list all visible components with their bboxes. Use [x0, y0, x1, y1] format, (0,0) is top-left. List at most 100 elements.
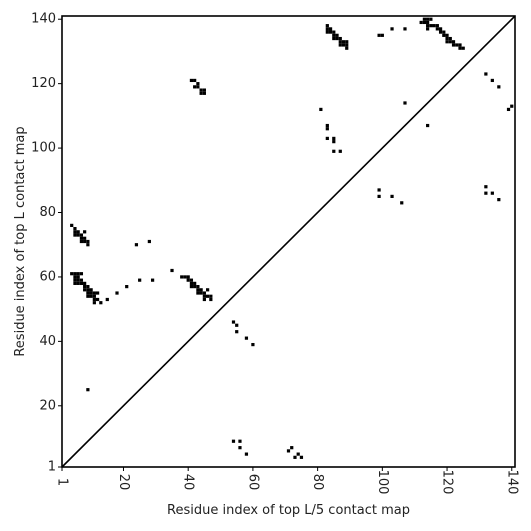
- contact-point-lower: [92, 291, 96, 295]
- x-tick-label: 60: [245, 474, 260, 491]
- contact-point-upper: [193, 78, 197, 83]
- contact-point-lower: [76, 278, 80, 282]
- contact-point-lower: [183, 275, 187, 279]
- contact-point-lower: [206, 294, 210, 298]
- x-tick-label: 140: [504, 470, 519, 495]
- contact-point-upper: [202, 88, 206, 92]
- contact-point-lower: [86, 285, 90, 289]
- contact-point-lower: [332, 149, 336, 153]
- contact-point-upper: [426, 20, 430, 25]
- contact-point-upper: [426, 24, 430, 28]
- contact-point-lower: [251, 342, 255, 347]
- contact-point-upper: [338, 43, 342, 47]
- contact-point-lower: [115, 291, 119, 295]
- contact-point-upper: [332, 33, 336, 37]
- contact-point-lower: [76, 272, 80, 276]
- contact-point-lower: [83, 281, 87, 285]
- contact-point-lower: [134, 243, 139, 247]
- contact-point-lower: [95, 297, 100, 302]
- contact-point-upper: [380, 33, 384, 37]
- contact-point-upper: [435, 27, 439, 31]
- contact-point-upper: [451, 43, 456, 47]
- contact-point-lower: [238, 439, 242, 443]
- contact-point-lower: [125, 285, 129, 289]
- contact-point-upper: [335, 36, 339, 41]
- contact-point-upper: [445, 36, 449, 41]
- y-tick-label: 40: [39, 334, 56, 349]
- contact-point-lower: [426, 123, 430, 128]
- contact-point-upper: [202, 91, 206, 95]
- x-tick-label: 20: [116, 474, 131, 491]
- plot-frame: [61, 15, 516, 468]
- contact-point-lower: [105, 297, 109, 302]
- diagonal-line: [61, 15, 516, 468]
- contact-point-lower: [497, 198, 501, 202]
- contact-point-upper: [377, 33, 381, 37]
- contact-point-lower: [332, 136, 336, 141]
- contact-point-upper: [445, 40, 449, 44]
- contact-point-lower: [92, 301, 96, 305]
- x-tick-label: 120: [440, 470, 455, 495]
- contact-point-lower: [99, 301, 103, 305]
- contact-point-upper: [442, 30, 446, 34]
- y-tick-label: 140: [31, 12, 56, 27]
- contact-point-lower: [209, 294, 213, 298]
- contact-point-lower: [400, 201, 404, 205]
- contact-point-upper: [328, 30, 333, 34]
- contact-point-upper: [390, 27, 394, 31]
- contact-point-upper: [422, 20, 426, 25]
- contact-point-lower: [506, 107, 511, 112]
- contact-point-lower: [484, 72, 488, 76]
- contact-point-upper: [426, 17, 430, 21]
- contact-point-upper: [458, 43, 462, 47]
- contact-point-lower: [290, 446, 294, 450]
- x-tick-label: 40: [181, 474, 196, 491]
- y-tick-label: 100: [31, 141, 56, 156]
- contact-point-upper: [435, 24, 439, 28]
- contact-point-lower: [296, 452, 300, 456]
- contact-point-lower: [510, 104, 514, 108]
- contact-point-upper: [432, 24, 436, 28]
- contact-point-lower: [150, 278, 155, 282]
- contact-point-lower: [186, 278, 190, 282]
- contact-point-lower: [325, 136, 329, 141]
- x-axis: 1 20 40 60 80 100 120 140: [55, 467, 519, 495]
- contact-point-lower: [79, 278, 84, 282]
- contact-point-lower: [338, 149, 342, 153]
- contact-point-lower: [79, 236, 84, 240]
- contact-point-upper: [345, 43, 349, 47]
- contact-point-lower: [138, 278, 142, 282]
- contact-point-lower: [193, 285, 197, 289]
- contact-point-lower: [293, 455, 297, 459]
- contact-point-lower: [83, 288, 87, 292]
- contact-point-lower: [244, 452, 249, 456]
- contact-point-lower: [490, 78, 494, 83]
- contact-point-upper: [189, 78, 194, 83]
- contact-point-lower: [235, 330, 239, 334]
- contact-point-lower: [86, 388, 90, 392]
- contact-point-lower: [377, 188, 381, 192]
- contact-point-upper: [338, 36, 342, 41]
- contact-point-lower: [319, 107, 323, 112]
- contact-point-upper: [199, 91, 203, 95]
- contact-point-upper: [451, 40, 456, 44]
- contact-point-upper: [341, 40, 346, 44]
- y-tick-label: 80: [39, 205, 56, 220]
- contact-point-lower: [325, 127, 329, 131]
- contact-point-lower: [83, 236, 87, 240]
- contact-point-upper: [422, 17, 426, 21]
- contact-point-lower: [147, 239, 151, 244]
- contact-point-lower: [89, 291, 93, 295]
- contact-point-upper: [455, 43, 459, 47]
- contact-point-upper: [193, 85, 197, 89]
- contact-point-upper: [341, 43, 346, 47]
- contact-point-lower: [76, 281, 80, 285]
- contact-point-upper: [196, 85, 200, 89]
- contact-point-upper: [438, 27, 443, 31]
- contact-point-lower: [196, 288, 200, 292]
- contact-point-lower: [73, 230, 77, 234]
- contact-point-lower: [196, 285, 200, 289]
- contact-point-lower: [189, 281, 194, 285]
- contact-point-lower: [286, 449, 291, 453]
- contact-point-lower: [235, 323, 239, 327]
